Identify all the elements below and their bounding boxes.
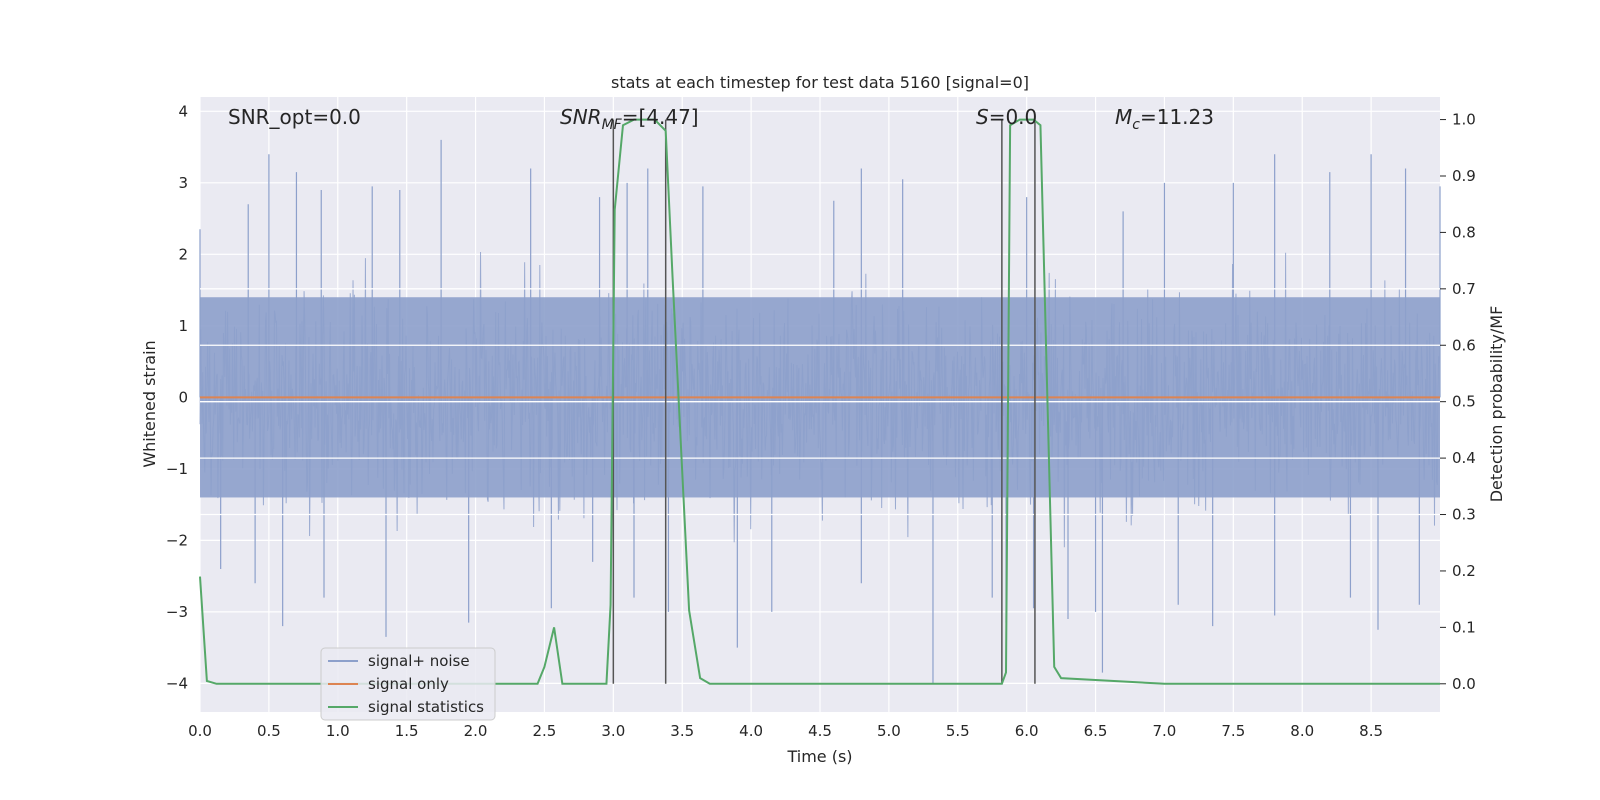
x-tick-label: 0.5 [257,722,281,740]
annotation-s-main: S [976,105,989,129]
y-right-tick-labels: 1.0 0.9 0.8 0.7 0.6 0.5 0.4 0.3 0.2 0.1 0.0 [1440,111,1476,693]
y-left-tick-label: 1 [178,317,188,335]
y-left-tick-label: 2 [178,245,188,263]
y-right-tick-label: 0.7 [1452,280,1476,298]
y-right-tick-label: 0.5 [1452,393,1476,411]
y-left-tick-label: −4 [166,674,188,692]
y-right-tick-label: 0.1 [1452,618,1476,636]
legend-label-signal-noise: signal+ noise [368,652,470,670]
x-tick-label: 8.5 [1359,722,1383,740]
y-right-tick-label: 0.3 [1452,506,1476,524]
x-tick-label: 3.5 [670,722,694,740]
x-tick-label: 4.0 [739,722,763,740]
x-axis-label: Time (s) [786,747,852,766]
y-right-tick-label: 0.6 [1452,336,1476,354]
y-left-tick-label: −2 [166,531,188,549]
annotation-snr-mf-main: SNR [560,105,602,129]
x-tick-label: 3.0 [601,722,625,740]
y-right-tick-label: 0.0 [1452,675,1476,693]
x-tick-label: 1.5 [395,722,419,740]
x-tick-labels: 0.0 0.5 1.0 1.5 2.0 2.5 3.0 3.5 4.0 4.5 5.0 5.5 6.0 6… [188,722,1383,740]
annotation-s-value: =0.0 [989,105,1038,129]
y-left-tick-label: −3 [166,603,188,621]
legend-label-signal-only: signal only [368,675,449,693]
x-tick-label: 6.0 [1015,722,1039,740]
annotation-snr-mf-value: =[4.47] [622,105,699,129]
legend: signal+ noise signal only signal statist… [320,647,496,721]
y-right-axis-label: Detection probability/MF [1487,306,1506,503]
x-tick-label: 2.5 [533,722,557,740]
x-tick-label: 7.0 [1153,722,1177,740]
legend-label-signal-statistics: signal statistics [368,698,484,716]
x-tick-label: 7.5 [1221,722,1245,740]
y-right-tick-label: 0.2 [1452,562,1476,580]
y-right-tick-label: 0.9 [1452,167,1476,185]
x-tick-label: 5.0 [877,722,901,740]
x-tick-label: 2.0 [464,722,488,740]
annotation-mc-main: M [1115,105,1132,129]
x-tick-label: 8.0 [1290,722,1314,740]
annotation-snr-mf: SNRMF=[4.47] [560,105,699,133]
x-tick-label: 1.0 [326,722,350,740]
y-left-tick-label: 0 [178,388,188,406]
annotation-mc: Mc=11.23 [1115,105,1214,133]
y-left-tick-label: −1 [166,460,188,478]
y-left-axis-label: Whitened strain [140,340,159,467]
y-right-tick-label: 0.8 [1452,223,1476,241]
y-right-tick-label: 0.4 [1452,449,1476,467]
horizontal-guides [200,288,1440,516]
legend-box [320,647,496,721]
annotation-mc-sub: c [1132,117,1140,133]
annotation-snr-mf-sub: MF [602,117,623,133]
chart-title: stats at each timestep for test data 516… [611,73,1029,92]
annotation-snr-opt: SNR_opt=0.0 [228,105,361,129]
x-tick-label: 4.5 [808,722,832,740]
y-right-tick-label: 1.0 [1452,111,1476,129]
y-left-tick-label: 4 [178,102,188,120]
x-tick-label: 6.5 [1084,722,1108,740]
annotation-s: S=0.0 [976,105,1037,129]
x-tick-label: 5.5 [946,722,970,740]
y-left-tick-labels: 4 3 2 1 0 −1 −2 −3 −4 [166,102,188,692]
y-left-tick-label: 3 [178,174,188,192]
x-tick-label: 0.0 [188,722,212,740]
annotation-mc-value: =11.23 [1140,105,1214,129]
